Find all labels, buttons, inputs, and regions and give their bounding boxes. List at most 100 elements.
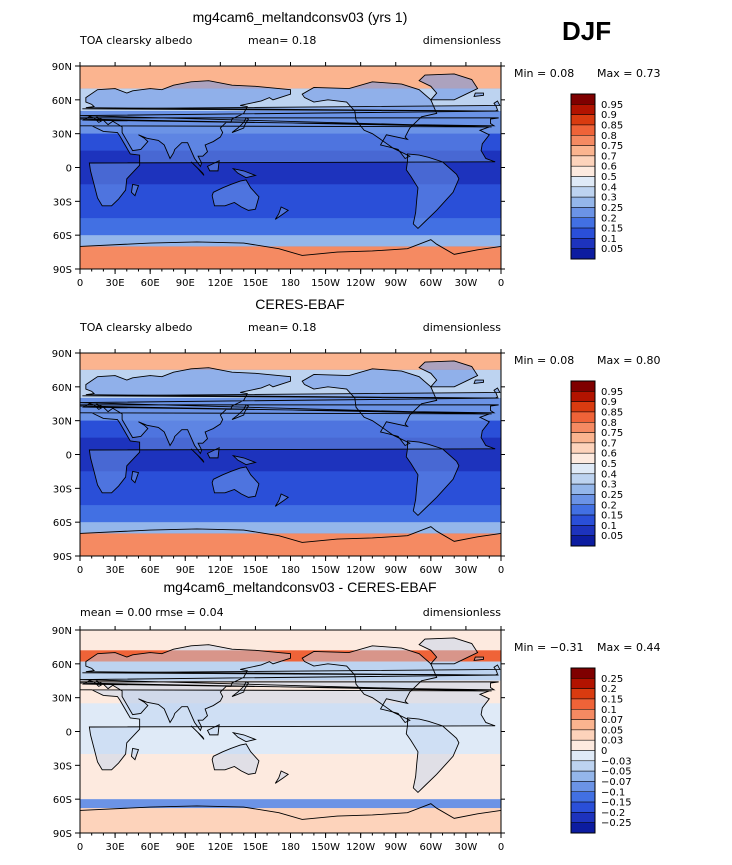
coastline: [211, 179, 260, 211]
colorbar-swatch: [570, 196, 596, 208]
land-shading: [233, 168, 256, 178]
land-shading: [419, 73, 478, 100]
colorbar: 0.950.90.850.80.750.70.60.50.40.30.250.2…: [570, 380, 623, 547]
colorbar-label: 0.85: [601, 407, 623, 418]
colorbar-label: 0.05: [601, 531, 623, 542]
colorbar-label: 0.9: [601, 397, 617, 408]
latitude-band: [80, 754, 501, 783]
coastline: [231, 454, 257, 466]
coastline: [211, 743, 260, 775]
y-tick-label: 30S: [53, 197, 72, 208]
coastline: [418, 73, 479, 101]
colorbar-swatch: [570, 217, 596, 229]
coastline: [274, 206, 290, 220]
colorbar-swatch: [570, 452, 596, 464]
colorbar-swatch: [570, 525, 596, 536]
min-label: Min = 0.08: [514, 354, 574, 367]
x-tick-label: 60W: [420, 565, 443, 576]
y-tick-label: 90S: [53, 265, 72, 276]
x-tick-label: 30E: [106, 565, 125, 576]
colorbar-swatch: [570, 822, 596, 834]
colorbar-swatch: [570, 135, 596, 146]
units-label: dimensionless: [423, 34, 502, 47]
colorbar-label: 0.9: [601, 110, 617, 121]
colorbar-swatch: [570, 791, 596, 803]
colorbar-label: 0.8: [601, 418, 617, 429]
colorbar-label: 0.05: [601, 244, 623, 255]
coastline: [130, 183, 140, 197]
x-tick-label: 90E: [176, 278, 195, 289]
colorbar-label: 0.5: [601, 459, 617, 470]
season-label: DJF: [562, 16, 611, 46]
colorbar-label: −0.15: [601, 798, 632, 809]
land-shading: [474, 380, 484, 384]
x-tick-label: 30E: [106, 278, 125, 289]
latitude-band: [80, 808, 501, 833]
coastline: [274, 493, 290, 507]
land-shading: [80, 412, 496, 493]
latitude-band: [80, 246, 501, 269]
colorbar-swatch: [570, 155, 596, 167]
x-tick-label: 150E: [243, 565, 268, 576]
coastline: [80, 689, 496, 771]
coastline: [190, 448, 205, 463]
colorbar-swatch: [570, 186, 596, 198]
coastline: [231, 167, 257, 179]
x-tick-label: 120W: [346, 278, 375, 289]
coastline: [190, 161, 205, 176]
coastline: [418, 637, 479, 665]
units-label: dimensionless: [423, 321, 502, 334]
colorbar-label: 0.6: [601, 162, 617, 173]
y-tick-label: 90N: [52, 626, 72, 637]
land-shading: [207, 724, 220, 735]
coastline: [231, 731, 257, 743]
units-label: dimensionless: [423, 606, 502, 619]
colorbar-label: 0.1: [601, 705, 617, 716]
map-field: [80, 630, 501, 833]
colorbar-label: −0.2: [601, 808, 625, 819]
colorbar-label: 0.4: [601, 182, 617, 193]
x-tick-label: 90E: [176, 565, 195, 576]
colorbar-swatch: [570, 667, 596, 679]
latitude-band: [80, 353, 501, 370]
colorbar-frame: [570, 667, 596, 834]
colorbar-label: 0.25: [601, 490, 623, 501]
colorbar-swatch: [570, 114, 596, 126]
colorbar-swatch: [570, 494, 596, 505]
x-tick-label: 180: [281, 278, 300, 289]
colorbar-label: 0.15: [601, 694, 623, 705]
coastline: [418, 360, 479, 388]
x-tick-label: 0: [77, 842, 83, 853]
land-shading: [80, 125, 496, 206]
x-tick-label: 60W: [420, 842, 443, 853]
coastline: [473, 92, 484, 97]
colorbar-swatch: [570, 473, 596, 485]
land-shading: [474, 657, 484, 661]
colorbar-label: −0.1: [601, 787, 625, 798]
coastline: [80, 644, 499, 732]
land-shading: [207, 160, 220, 171]
coastline: [206, 446, 220, 459]
x-tick-label: 120E: [208, 278, 233, 289]
x-tick-label: 30W: [455, 842, 478, 853]
coastline: [206, 159, 220, 172]
x-tick-label: 0: [498, 842, 504, 853]
colorbar-swatch: [570, 93, 596, 105]
y-tick-label: 30S: [53, 484, 72, 495]
land-shading: [131, 471, 139, 483]
colorbar-swatch: [570, 688, 596, 700]
colorbar-label: 0.03: [601, 736, 623, 747]
land-shading: [419, 360, 478, 387]
colorbar-label: 0.95: [601, 100, 623, 111]
y-tick-label: 90S: [53, 552, 72, 563]
colorbar-label: 0.3: [601, 193, 617, 204]
coastline-antarctica: [80, 526, 501, 543]
land-shading: [406, 153, 459, 229]
latitude-band: [80, 522, 501, 534]
colorbar-swatch: [570, 812, 596, 823]
coastline: [301, 645, 438, 724]
coastline: [80, 80, 499, 168]
colorbar-swatch: [570, 504, 596, 516]
land-shading: [80, 367, 499, 454]
colorbar-label: 0.85: [601, 120, 623, 131]
